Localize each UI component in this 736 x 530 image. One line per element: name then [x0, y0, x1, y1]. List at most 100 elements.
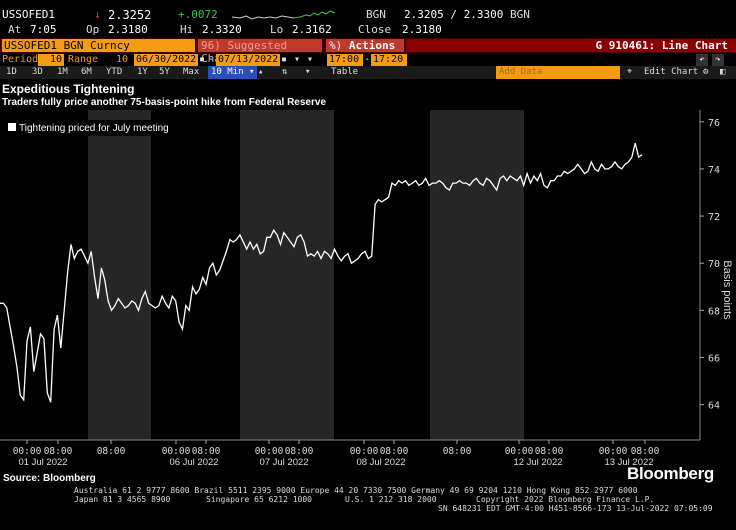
end-time-field[interactable]: 17:20 [371, 54, 407, 66]
bgn-label-2: BGN [510, 8, 530, 21]
x-date-label: 01 Jul 2022 [18, 457, 67, 468]
range-button-5y[interactable]: 5Y [159, 67, 170, 77]
range-label: Range [68, 54, 99, 65]
net-change: +.0072 [178, 8, 218, 21]
chart-title: Expeditious Tightening [2, 82, 135, 96]
close-value: 2.3180 [402, 23, 442, 36]
x-tick-label: 00:00 [350, 446, 379, 457]
legend-label: Tightening priced for July meeting [19, 123, 169, 134]
y-tick-label: 64 [708, 401, 720, 412]
table-button[interactable]: Table [331, 67, 359, 77]
start-date-field[interactable]: 06/30/2022 [134, 54, 198, 66]
compare-icon[interactable]: ⇅ [282, 67, 288, 77]
source-note: Source: Bloomberg [3, 473, 96, 484]
bgn-label: BGN [366, 8, 386, 21]
high-label: Hi [180, 23, 194, 36]
footer-line-1: Australia 61 2 9777 8600 Brazil 5511 239… [74, 486, 638, 495]
footer-line-2b: Singapore 65 6212 1000 [206, 495, 312, 504]
more-icon[interactable]: ◧ [720, 67, 726, 77]
x-tick-label: 00:00 [599, 446, 628, 457]
open-label: Op [86, 23, 100, 36]
x-tick-label: 00:00 [255, 446, 284, 457]
chart-type-icon[interactable]: ▴ [258, 67, 264, 77]
undo-icon[interactable]: ↶ [696, 54, 708, 66]
calendar-icon-2[interactable]: ▪ [281, 54, 288, 65]
start-time-field[interactable]: 17:00 [327, 54, 363, 66]
sparkline-icon [232, 10, 336, 20]
dropdown-icon[interactable]: ▾ [294, 54, 301, 65]
x-tick-label: 00:00 [13, 446, 42, 457]
caret-down-icon: ▾ [248, 67, 255, 77]
period-label: Period [2, 54, 39, 65]
actions-menu-button[interactable]: %) Actions ▾ [326, 39, 404, 64]
at-time: 7:05 [30, 23, 57, 36]
bloomberg-logo: Bloomberg [626, 464, 714, 483]
security-field[interactable]: USSOFED1 BGN Curncy [2, 39, 195, 52]
y-tick-label: 72 [708, 212, 720, 223]
x-tick-label: 08:00 [535, 446, 564, 457]
down-arrow-icon: ↓ [94, 8, 101, 21]
chart-subtitle: Traders fully price another 75-basis-poi… [2, 97, 326, 108]
session-band [240, 110, 334, 440]
range-button-1y[interactable]: 1Y [137, 67, 148, 77]
footer-line-3: SN 648231 EDT GMT-4:00 H451-8566-173 13-… [438, 504, 713, 513]
x-tick-label: 08:00 [97, 446, 126, 457]
x-date-label: 12 Jul 2022 [513, 457, 562, 468]
suggested-charts-button[interactable]: 96) Suggested Charts [198, 39, 322, 65]
settings-icon[interactable]: ⚙ [703, 67, 709, 77]
suggested-prefix: 96) [201, 39, 221, 52]
x-tick-label: 08:00 [285, 446, 314, 457]
y-tick-label: 76 [708, 118, 720, 129]
redo-icon[interactable]: ↷ [712, 54, 724, 66]
actions-prefix: %) [329, 39, 343, 52]
period-row: Period 10 Range 10 06/30/2022 ▪ - 07/13/… [0, 54, 736, 66]
range-button-ytd[interactable]: YTD [106, 67, 123, 77]
edit-chart-button[interactable]: Edit Chart [644, 66, 698, 79]
close-label: Close [358, 23, 392, 36]
calendar-icon[interactable]: ▪ [199, 54, 206, 65]
y-tick-label: 74 [708, 165, 720, 176]
interval-selector[interactable]: 10 Min ▾ [208, 66, 258, 79]
range-button-1m[interactable]: 1M [57, 67, 68, 77]
security-bar: USSOFED1 BGN Curncy 96) Suggested Charts… [0, 38, 736, 65]
range-button-max[interactable]: Max [183, 67, 200, 77]
range-button-3d[interactable]: 3D [32, 67, 43, 77]
quote-row-2: At 7:05 Op 2.3180 Hi 2.3320 Lo 2.3162 Cl… [0, 23, 736, 37]
high-value: 2.3320 [202, 23, 242, 36]
range-number[interactable]: 10 [102, 54, 130, 66]
period-field[interactable]: 10 [38, 54, 64, 66]
last-price: 2.3252 [108, 8, 152, 22]
series-line [0, 142, 643, 403]
x-tick-label: 08:00 [631, 446, 660, 457]
x-date-label: 13 Jul 2022 [604, 457, 653, 468]
ticker[interactable]: USSOFED1 [2, 8, 55, 21]
footer-line-2a: Japan 81 3 4565 8900 [74, 495, 171, 504]
x-tick-label: 08:00 [380, 446, 409, 457]
low-label: Lo [270, 23, 284, 36]
time-dash: - [364, 54, 371, 65]
caret-down-icon[interactable]: ▾ [305, 67, 311, 77]
edit-chart-label: Edit Chart [644, 67, 699, 77]
add-data-field[interactable]: Add Data [496, 66, 620, 79]
end-date-field[interactable]: 07/13/2022 [216, 54, 280, 66]
range-button-6m[interactable]: 6M [81, 67, 92, 77]
quote-row-1: USSOFED1 ↓ 2.3252 +.0072 BGN 2.3205 / 2.… [0, 8, 736, 22]
range-button-1d[interactable]: 1D [6, 67, 17, 77]
x-tick-label: 08:00 [443, 446, 472, 457]
x-tick-label: 08:00 [44, 446, 73, 457]
at-label: At [8, 23, 22, 36]
legend-box [4, 120, 196, 136]
x-date-label: 07 Jul 2022 [259, 457, 308, 468]
graph-title: G 910461: Line Chart [406, 39, 736, 52]
actions-label: Actions [348, 39, 396, 52]
open-value: 2.3180 [108, 23, 148, 36]
y-tick-label: 66 [708, 354, 720, 365]
range-row: 1D 3D 1M 6M YTD 1Y 5Y Max 10 Min ▾ ▴ ⇅ ▾… [0, 66, 736, 79]
session-band [430, 110, 524, 440]
dropdown-icon-2[interactable]: ▾ [307, 54, 314, 65]
zoom-icon[interactable]: ⌖ [627, 67, 633, 77]
footer-line-2d: Copyright 2022 Bloomberg Finance L.P. [476, 495, 655, 504]
x-tick-label: 08:00 [192, 446, 221, 457]
session-band [88, 110, 151, 440]
